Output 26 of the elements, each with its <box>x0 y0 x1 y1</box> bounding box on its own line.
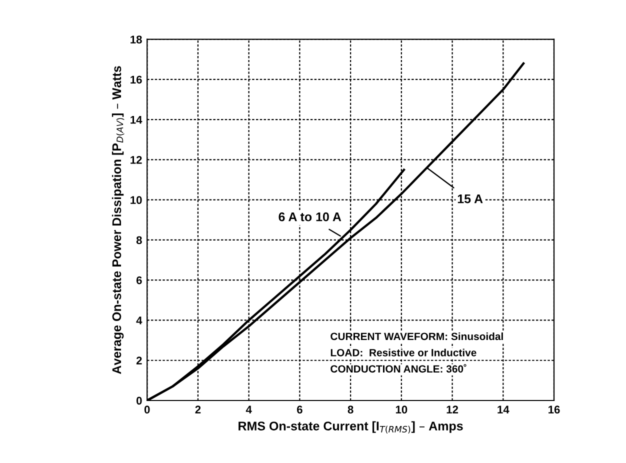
y-tick-label: 0 <box>136 396 142 405</box>
x-tick-label: 12 <box>446 406 458 414</box>
x-axis-title: RMS On-state Current [I$_{T(RMS)}$] – Amps <box>238 421 463 434</box>
annotation: LOAD: Resistive or Inductive <box>330 348 476 356</box>
y-tick-label: 6 <box>136 276 142 284</box>
annotation: CURRENT WAVEFORM: Sinusoidal <box>330 332 503 340</box>
y-tick-label: 4 <box>136 316 142 324</box>
x-tick-label: 10 <box>396 406 408 414</box>
x-tick-label: 8 <box>348 406 354 414</box>
y-tick-label: 16 <box>130 76 142 84</box>
y-tick-label: 14 <box>130 116 142 124</box>
y-tick-label: 8 <box>136 236 142 244</box>
x-tick-label: 2 <box>195 406 201 414</box>
y-tick-label: 2 <box>136 356 142 364</box>
y-tick-label: 18 <box>130 36 142 44</box>
x-tick-label: 4 <box>246 406 252 414</box>
annotation: 6 A to 10 A <box>278 212 342 222</box>
annotation: CONDUCTION ANGLE: 360˚ <box>330 364 466 373</box>
y-tick-label: 10 <box>130 196 142 204</box>
y-tick-label: 12 <box>130 156 142 164</box>
x-tick-label: 14 <box>498 406 510 414</box>
x-tick-label: 6 <box>297 406 302 414</box>
x-tick-label: 16 <box>548 406 560 414</box>
x-tick-label: 0 <box>144 406 150 414</box>
y-axis-title: Average On-state Power Dissipation [P$_{D(AV)}$] – Watts <box>112 66 124 374</box>
annotation: 15 A <box>458 194 483 204</box>
